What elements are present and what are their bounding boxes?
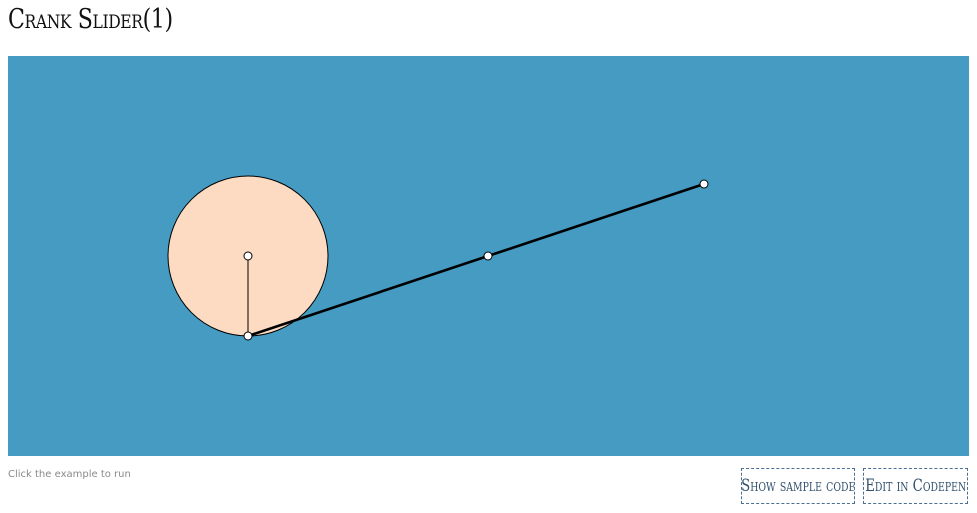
page-title: Crank Slider(1) (8, 4, 173, 35)
connecting-rod (246, 182, 706, 338)
rod-end-joint (699, 179, 709, 189)
example-canvas[interactable] (8, 56, 969, 456)
crank-slider-drawing[interactable] (8, 56, 969, 456)
crank-center-joint (243, 251, 253, 261)
edit-in-codepen-button[interactable]: Edit in Codepen (863, 468, 968, 504)
show-sample-code-button[interactable]: Show sample code (741, 468, 855, 504)
show-sample-code-label: Show sample code (741, 476, 855, 496)
slider-joint (483, 251, 493, 261)
edit-in-codepen-label: Edit in Codepen (865, 476, 966, 496)
run-hint: Click the example to run (8, 469, 131, 480)
crank-pin-joint (243, 331, 253, 341)
